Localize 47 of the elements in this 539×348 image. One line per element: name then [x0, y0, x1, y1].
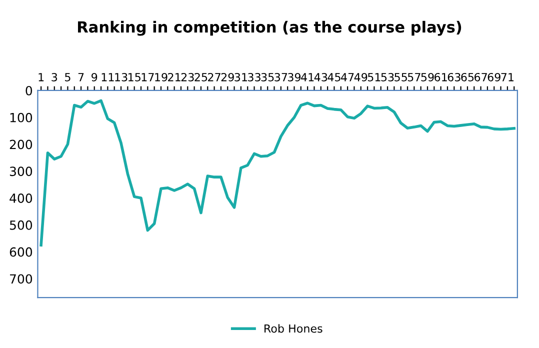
- y-tick-label: 0: [26, 86, 32, 96]
- x-tick-label: 65: [461, 72, 474, 82]
- y-tick-label: 200: [10, 140, 32, 150]
- line-series: [40, 99, 516, 246]
- x-tick-label: 67: [474, 72, 487, 82]
- x-tick-label: 19: [155, 72, 168, 82]
- y-tick-label: 300: [10, 166, 32, 176]
- x-tick-label: 69: [488, 72, 500, 82]
- x-tick-label: 39: [288, 72, 301, 82]
- y-tick-label: 400: [10, 194, 32, 203]
- x-tick-label: 7: [78, 73, 84, 82]
- x-tick-label: 53: [381, 72, 394, 82]
- x-tick-label: 3: [52, 72, 58, 82]
- x-tick-label: 71: [501, 73, 514, 82]
- legend-label: Rob Hones: [264, 324, 322, 333]
- x-tick-label: 27: [208, 72, 220, 82]
- x-tick-label: 25: [194, 72, 208, 82]
- x-tick-label: 49: [354, 72, 368, 82]
- x-tick-label: 5: [65, 73, 70, 82]
- x-tick-label: 1: [38, 73, 44, 82]
- x-tick-label: 51: [368, 73, 380, 82]
- x-tick-label: 57: [408, 73, 420, 82]
- y-tick-label: 500: [10, 220, 32, 230]
- y-tick-label: 600: [10, 247, 32, 257]
- x-tick-label: 37: [274, 72, 288, 82]
- x-tick-label: 59: [421, 72, 434, 82]
- y-tick-label: 100: [10, 112, 32, 122]
- x-tick-label: 13: [115, 72, 128, 82]
- x-tick-label: 45: [328, 73, 340, 82]
- chart-title: Ranking in competition (as the course plays): [78, 20, 462, 36]
- y-tick-label: 700: [10, 274, 32, 284]
- x-tick-label: 55: [394, 73, 407, 82]
- x-tick-label: 15: [128, 73, 140, 82]
- x-tick-label: 33: [248, 72, 260, 82]
- x-tick-label: 11: [102, 73, 114, 82]
- x-tick-label: 23: [181, 72, 194, 82]
- x-tick-label: 41: [301, 73, 314, 82]
- x-tick-label: 21: [168, 72, 180, 82]
- x-tick-label: 29: [221, 72, 234, 82]
- x-tick-label: 61: [434, 72, 447, 82]
- x-tick-label: 63: [448, 72, 460, 82]
- x-tick-label: 9: [92, 72, 98, 82]
- x-tick-label: 47: [341, 73, 354, 82]
- x-tick-label: 43: [314, 72, 328, 82]
- x-tick-label: 17: [142, 73, 154, 82]
- x-tick-label: 31: [234, 72, 247, 82]
- x-tick-label: 35: [261, 72, 274, 82]
